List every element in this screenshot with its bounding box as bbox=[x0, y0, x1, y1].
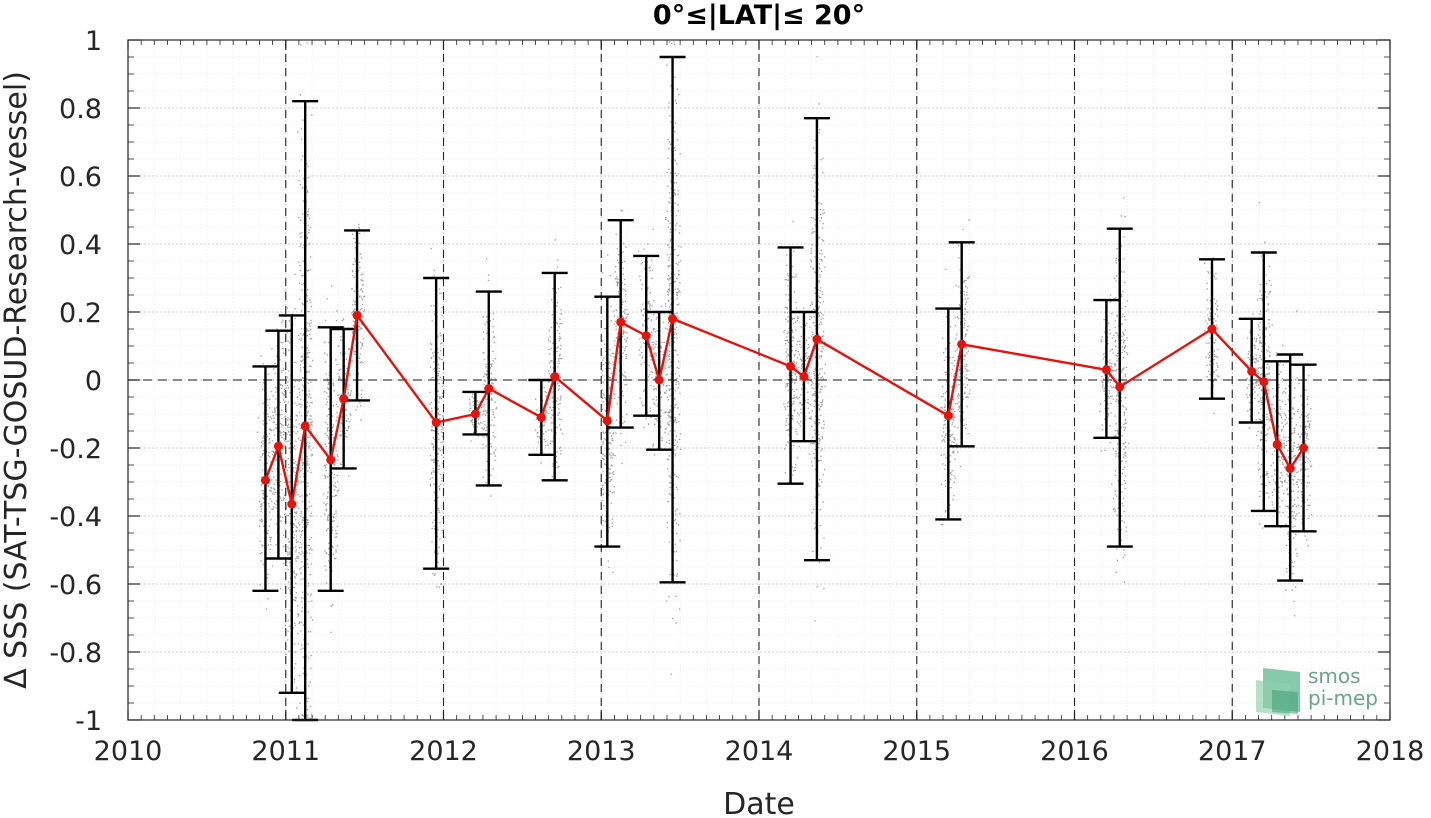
mean-point bbox=[1115, 382, 1125, 392]
y-tick-label: 0.2 bbox=[59, 298, 102, 329]
logo-mark-icon bbox=[1256, 668, 1300, 716]
mean-point bbox=[339, 394, 349, 404]
y-axis-label: Δ SSS (SAT-TSG-GOSUD-Research-vessel) bbox=[0, 71, 34, 689]
mean-point bbox=[812, 334, 822, 344]
mean-point bbox=[273, 441, 283, 451]
mean-point bbox=[641, 331, 651, 341]
mean-point bbox=[287, 499, 297, 509]
mean-point bbox=[1299, 443, 1309, 453]
y-tick-label: 0 bbox=[85, 366, 102, 397]
logo-text-pi-mep: pi-mep bbox=[1308, 686, 1378, 710]
y-tick-label: 0.6 bbox=[59, 162, 102, 193]
x-tick-label: 2014 bbox=[725, 736, 794, 767]
axis-ticks bbox=[127, 39, 1391, 721]
y-tick-label: -0.4 bbox=[49, 502, 102, 533]
smos-pi-mep-logo: smos pi-mep bbox=[1256, 664, 1378, 716]
y-tick-label: 1 bbox=[85, 26, 102, 57]
mean-point bbox=[1207, 324, 1217, 334]
mean-point bbox=[602, 416, 612, 426]
mean-point bbox=[260, 475, 270, 485]
mean-point bbox=[654, 375, 664, 385]
mean-point bbox=[1247, 367, 1257, 376]
mean-line bbox=[264, 312, 1305, 505]
mean-point bbox=[352, 310, 362, 320]
mean-point bbox=[1272, 440, 1282, 450]
y-tick-label: 0.4 bbox=[59, 230, 102, 261]
y-tick-label: -0.6 bbox=[49, 570, 102, 601]
mean-series bbox=[260, 310, 1309, 509]
x-tick-labels: 2010 2011 2012 2013 2014 2015 2016 2017 2018 bbox=[94, 736, 1425, 767]
mean-point bbox=[616, 317, 626, 327]
mean-point bbox=[786, 361, 796, 371]
mean-point bbox=[536, 412, 546, 422]
mean-point bbox=[1285, 463, 1295, 473]
chart-title: 0°≤|LAT|≤ 20° bbox=[653, 0, 865, 31]
y-tick-labels: 1 0.8 0.6 0.4 0.2 0 -0.2 -0.4 -0.6 -0.8 -1 bbox=[49, 26, 102, 737]
mean-point bbox=[431, 418, 441, 427]
mean-point bbox=[957, 339, 967, 349]
y-tick-label: -1 bbox=[75, 706, 102, 737]
y-tick-label: -0.8 bbox=[49, 638, 102, 669]
x-tick-label: 2017 bbox=[1198, 736, 1267, 767]
x-tick-label: 2011 bbox=[251, 736, 320, 767]
mean-point bbox=[1101, 365, 1111, 375]
x-axis-label: Date bbox=[723, 787, 795, 818]
y-tick-label: -0.2 bbox=[49, 434, 102, 465]
x-tick-label: 2012 bbox=[409, 736, 478, 767]
y-tick-label: 0.8 bbox=[59, 94, 102, 125]
mean-point bbox=[300, 421, 310, 431]
x-tick-label: 2013 bbox=[567, 736, 636, 767]
mean-point bbox=[470, 409, 480, 419]
logo-text-smos: smos bbox=[1308, 664, 1361, 688]
x-tick-label: 2016 bbox=[1040, 736, 1109, 767]
mean-point bbox=[326, 455, 336, 465]
mean-point bbox=[799, 372, 809, 382]
mean-point bbox=[668, 314, 678, 324]
x-tick-label: 2015 bbox=[882, 736, 951, 767]
mean-point bbox=[943, 411, 953, 421]
mean-point bbox=[484, 384, 494, 393]
x-tick-label: 2018 bbox=[1356, 736, 1425, 767]
mean-point bbox=[550, 372, 560, 382]
mean-point bbox=[1259, 377, 1269, 387]
x-tick-label: 2010 bbox=[94, 736, 163, 767]
